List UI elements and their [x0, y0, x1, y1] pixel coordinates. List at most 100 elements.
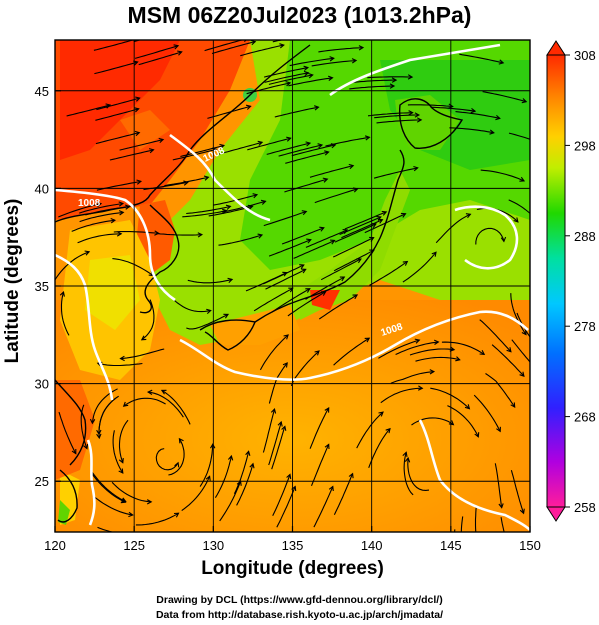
streamline	[293, 239, 335, 259]
streamline-arrow	[364, 337, 371, 343]
streamline	[289, 57, 334, 67]
streamline-arrow	[89, 418, 96, 425]
x-axis: 120 125 130 135 140 145 150	[44, 526, 541, 553]
streamline	[240, 44, 284, 57]
streamline	[268, 362, 288, 404]
streamline-arrow	[154, 230, 160, 236]
streamline	[318, 47, 364, 53]
streamline-arrow	[314, 105, 320, 111]
streamline	[508, 199, 530, 215]
streamline-arrow	[174, 461, 180, 468]
streamline-arrow	[285, 81, 292, 87]
streamline-arrow	[351, 58, 358, 64]
streamline	[118, 419, 129, 463]
streamline	[141, 299, 155, 341]
streamline-arrow	[500, 236, 507, 243]
streamline	[309, 165, 354, 178]
streamline	[320, 258, 362, 281]
colorbar-tick-label: 308	[574, 48, 596, 63]
streamline-arrow	[116, 231, 123, 237]
streamline-arrow	[252, 193, 259, 199]
streamline	[341, 219, 383, 239]
streamline	[186, 313, 229, 330]
streamline-arrow	[305, 288, 311, 293]
streamline	[77, 233, 122, 244]
streamline	[407, 457, 430, 491]
streamline-arrow	[121, 497, 127, 503]
streamline	[278, 144, 323, 157]
streamline	[395, 341, 439, 356]
streamline	[351, 79, 397, 84]
streamline	[113, 230, 159, 234]
streamline	[134, 45, 179, 59]
streamline	[333, 337, 370, 366]
streamline	[309, 407, 330, 449]
streamline-arrow	[303, 65, 310, 71]
streamline	[516, 312, 530, 338]
streamline	[313, 486, 334, 528]
streamline-arrow	[433, 339, 440, 345]
streamline-arrow	[413, 165, 419, 172]
streamline-arrow	[118, 210, 125, 216]
streamline-arrow	[429, 369, 436, 375]
streamline-arrow	[227, 454, 234, 461]
streamline	[441, 341, 485, 355]
streamline	[314, 188, 358, 204]
streamline-arrow	[385, 427, 391, 434]
streamline-arrow	[71, 449, 77, 455]
streamline	[411, 417, 454, 426]
streamline-arrow	[282, 271, 288, 277]
streamline-arrow	[479, 350, 486, 356]
streamline-arrow	[281, 425, 287, 431]
streamline	[109, 149, 154, 161]
streamline-arrow	[119, 355, 125, 362]
streamline	[253, 287, 294, 312]
streamline-arrow	[324, 150, 330, 156]
streamline-arrow	[498, 503, 504, 509]
streamline	[93, 40, 136, 51]
y-tick-label: 25	[35, 474, 49, 489]
streamline	[182, 210, 227, 218]
streamline-arrow	[417, 385, 424, 391]
streamline	[402, 251, 437, 283]
streamline	[94, 61, 138, 75]
credit-drawing: Drawing by DCL (https://www.gfd-dennou.o…	[156, 594, 443, 606]
streamline	[135, 512, 179, 526]
streamline	[494, 463, 503, 508]
streamline-arrow	[83, 444, 89, 450]
streamline-arrow	[521, 98, 528, 104]
streamline-arrow	[146, 389, 153, 395]
coastlines	[55, 44, 464, 523]
y-tick-label: 30	[35, 377, 49, 392]
chart-title: MSM 06Z20Jul2023 (1013.2hPa)	[127, 2, 472, 28]
streamline	[485, 373, 516, 408]
streamline-arrow	[305, 141, 312, 147]
streamline	[455, 111, 500, 119]
streamline	[430, 387, 470, 410]
streamline	[500, 517, 505, 532]
streamline	[247, 137, 291, 151]
streamline	[97, 362, 143, 367]
streamline	[169, 296, 211, 313]
streamline	[245, 272, 288, 292]
streamline	[435, 213, 471, 244]
colorbar-tick-label: 288	[574, 229, 596, 244]
streamline	[263, 210, 307, 227]
streamline-arrow	[158, 137, 165, 144]
streamline-arrow	[408, 110, 414, 116]
streamline	[281, 227, 325, 245]
streamline-arrow	[324, 443, 330, 450]
streamline-arrow	[339, 276, 346, 282]
streamline-arrow	[177, 50, 183, 56]
streamline-arrow	[536, 370, 540, 375]
streamline-arrow	[474, 432, 480, 438]
streamline-arrow	[173, 28, 178, 32]
streamline-arrow	[306, 238, 312, 244]
streamline-arrow	[122, 401, 129, 407]
streamline	[480, 169, 525, 182]
streamline	[367, 112, 413, 117]
streamline-arrow	[210, 443, 216, 449]
streamline-arrow	[402, 260, 409, 266]
streamline	[311, 59, 357, 67]
streamline	[218, 234, 263, 246]
